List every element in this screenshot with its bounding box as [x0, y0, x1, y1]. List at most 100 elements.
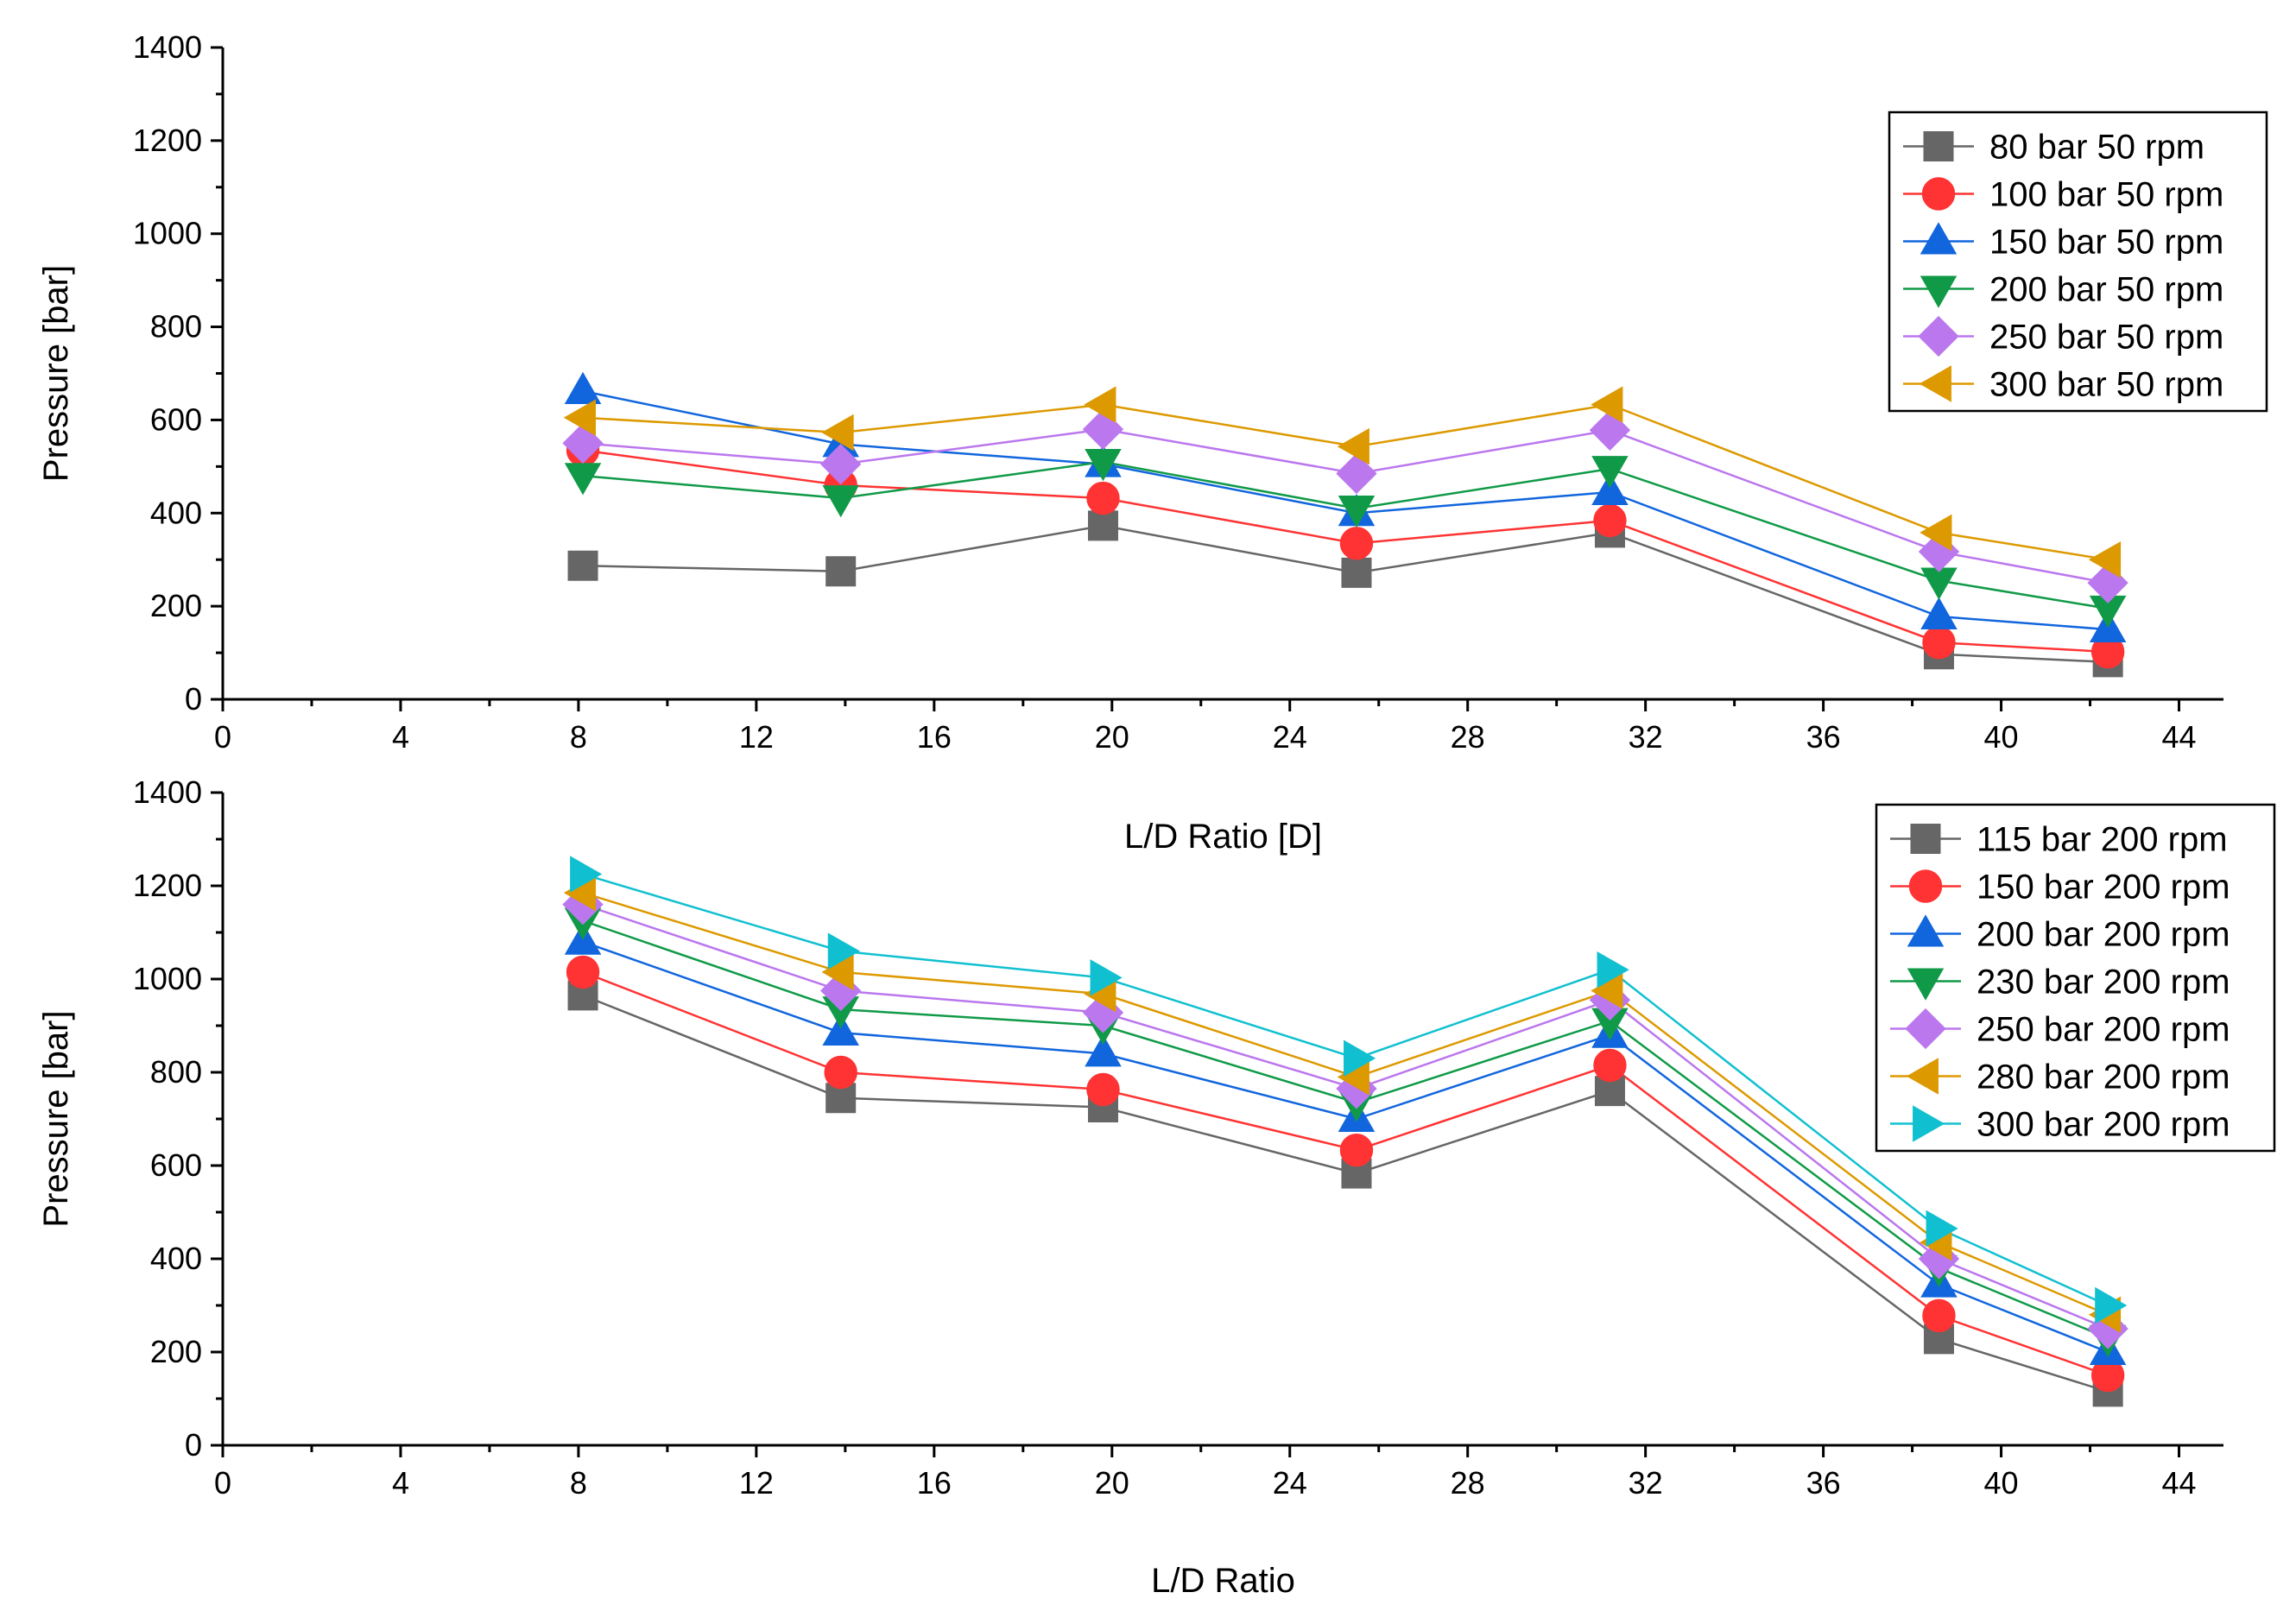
- data-point-marker: [1593, 1048, 1627, 1083]
- x-tick-label: 40: [1984, 1465, 2019, 1501]
- data-point-marker: [1337, 427, 1369, 465]
- data-point-marker: [821, 414, 854, 452]
- data-point-marker: [1593, 503, 1627, 538]
- data-point-marker: [1082, 408, 1124, 450]
- data-point-marker: [1922, 1299, 1956, 1333]
- y-tick-label: 1400: [133, 774, 202, 810]
- legend-marker: [1908, 869, 1943, 903]
- y-tick-label: 600: [150, 1147, 202, 1183]
- y-axis-title: Pressure [bar]: [37, 265, 75, 482]
- data-point-marker: [1591, 472, 1629, 505]
- legend-label: 250 bar 200 rpm: [1977, 1011, 2230, 1049]
- data-point-marker: [2087, 562, 2128, 603]
- legend-label: 115 bar 200 rpm: [1977, 821, 2228, 859]
- y-tick-label: 200: [150, 1334, 202, 1369]
- data-point-marker: [827, 932, 860, 970]
- top-chart-panel: 0 200 400 600 800 1000 1200 1400 0 4 8 12 16 20 24 28 32…: [37, 29, 2268, 856]
- data-point-marker: [1338, 495, 1376, 528]
- data-point-marker: [567, 550, 598, 581]
- data-point-marker: [1922, 626, 1956, 660]
- x-tick-label: 0: [214, 719, 231, 755]
- x-axis-title: L/D Ratio [D]: [1124, 818, 1322, 856]
- legend-label: 100 bar 50 rpm: [1989, 176, 2223, 214]
- data-point-marker: [2088, 540, 2122, 578]
- legend-label: 200 bar 200 rpm: [1977, 916, 2230, 954]
- data-point-marker: [1086, 1072, 1120, 1107]
- x-tick-label: 28: [1451, 719, 1485, 755]
- x-tick-label: 40: [1984, 719, 2019, 755]
- data-point-marker: [1589, 409, 1631, 451]
- legend-label: 230 bar 200 rpm: [1977, 964, 2230, 1002]
- x-tick-label: 4: [392, 719, 409, 755]
- x-tick-label: 24: [1273, 719, 1307, 755]
- data-point-marker: [1339, 527, 1374, 560]
- x-tick-label: 36: [1806, 1465, 1841, 1501]
- data-point-marker: [2095, 1286, 2128, 1324]
- data-point-marker: [824, 1055, 857, 1090]
- data-point-marker: [1339, 1133, 1374, 1167]
- y-tick-label: 800: [150, 309, 202, 344]
- legend-label: 150 bar 200 rpm: [1977, 869, 2230, 907]
- data-point-marker: [1087, 510, 1118, 541]
- data-point-marker: [1591, 386, 1623, 423]
- x-tick-label: 24: [1273, 1465, 1307, 1501]
- legend-label: 200 bar 50 rpm: [1989, 271, 2223, 309]
- x-tick-label: 20: [1095, 1465, 1129, 1501]
- y-tick-label: 400: [150, 1241, 202, 1276]
- data-point-marker: [566, 955, 600, 989]
- y-tick-label: 1200: [133, 123, 202, 158]
- x-tick-label: 16: [917, 1465, 952, 1501]
- data-point-marker: [1336, 452, 1377, 495]
- legend-box: [1888, 111, 2268, 413]
- y-tick-label: 1000: [133, 216, 202, 251]
- y-tick-label: 800: [150, 1054, 202, 1090]
- legend-label: 300 bar 50 rpm: [1989, 366, 2223, 404]
- legend-label: 150 bar 50 rpm: [1989, 224, 2223, 262]
- legend-marker: [1910, 824, 1941, 854]
- data-point-marker: [563, 399, 597, 436]
- y-tick-label: 1000: [133, 961, 202, 996]
- y-tick-label: 1200: [133, 868, 202, 903]
- x-tick-label: 8: [570, 719, 587, 755]
- x-tick-label: 12: [739, 719, 774, 755]
- data-point-marker: [1926, 1210, 1958, 1248]
- legend-box: [1875, 803, 2276, 1153]
- legend-marker: [1920, 275, 1958, 308]
- data-point-marker: [570, 856, 603, 893]
- data-point-marker: [822, 485, 859, 518]
- data-point-marker: [1085, 1034, 1122, 1067]
- x-tick-label: 8: [570, 1465, 587, 1501]
- legend-marker: [1923, 131, 1954, 161]
- y-tick-label: 200: [150, 588, 202, 623]
- legend-label: 250 bar 50 rpm: [1989, 319, 2223, 357]
- bottom-chart-panel: 0 200 400 600 800 1000 1200 1400 0 4 8 12 16 20 24 28 32…: [37, 774, 2276, 1600]
- legend-marker: [1907, 914, 1945, 947]
- legend-marker: [1920, 222, 1958, 255]
- x-tick-label: 16: [917, 719, 952, 755]
- y-tick-label: 0: [185, 1427, 202, 1463]
- data-point-marker: [825, 556, 857, 587]
- x-tick-label: 44: [2161, 1465, 2196, 1501]
- legend-marker: [1918, 315, 1959, 357]
- data-point-marker: [1086, 481, 1120, 515]
- data-point-marker: [1344, 1039, 1376, 1077]
- data-point-marker: [1084, 386, 1116, 423]
- x-tick-label: 0: [214, 1465, 231, 1501]
- legend-label: 80 bar 50 rpm: [1989, 129, 2204, 167]
- data-point-marker: [564, 371, 602, 404]
- data-point-marker: [564, 463, 602, 496]
- data-point-marker: [1090, 959, 1123, 996]
- data-point-marker: [1920, 597, 1958, 629]
- y-tick-label: 600: [150, 401, 202, 437]
- y-tick-label: 0: [185, 681, 202, 717]
- y-tick-label: 400: [150, 495, 202, 530]
- x-tick-label: 4: [392, 1465, 409, 1501]
- legend-marker: [1905, 1008, 1946, 1050]
- data-point-marker: [1597, 951, 1629, 989]
- legend-label: 280 bar 200 rpm: [1977, 1058, 2230, 1096]
- data-point-marker: [1341, 557, 1372, 588]
- legend-label: 300 bar 200 rpm: [1977, 1106, 2230, 1144]
- data-point-marker: [822, 1013, 859, 1046]
- legend-marker: [1921, 177, 1956, 211]
